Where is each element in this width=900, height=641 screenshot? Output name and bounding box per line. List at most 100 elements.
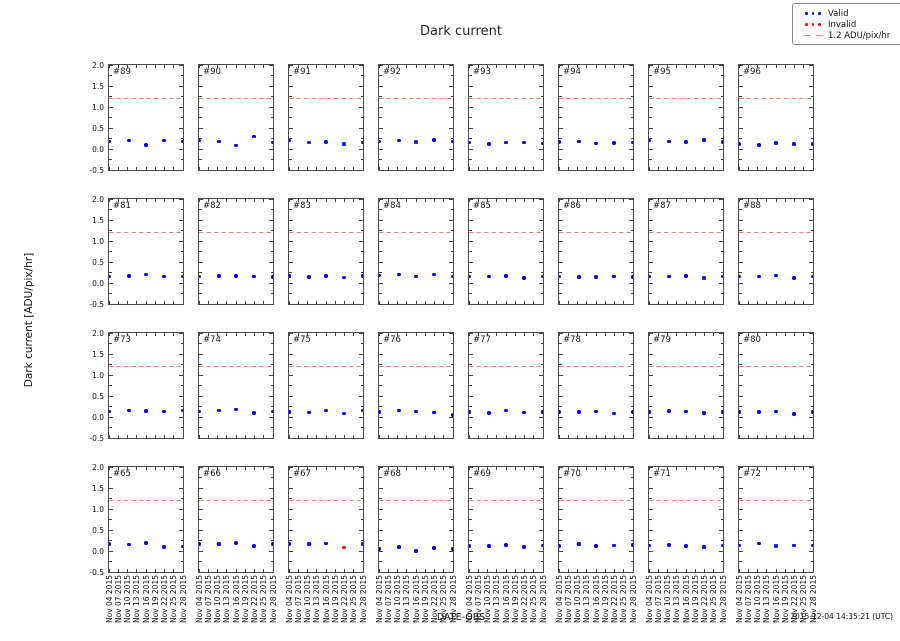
tick-mark [109,395,113,397]
tick-mark [649,374,653,376]
x-tick-label: Nov 07 2015 [203,575,213,624]
tick-mark [533,333,535,336]
tick-mark [630,364,633,365]
y-tick-label: -0.5 [89,165,104,175]
tick-mark [657,65,659,68]
tick-mark [180,117,183,118]
tick-mark [595,301,597,304]
x-tick-label: Nov 19 2015 [240,575,250,624]
valid-data-point [504,274,508,278]
tick-mark [657,569,659,572]
tick-mark [810,75,813,76]
tick-mark [109,333,113,334]
tick-mark [505,435,507,438]
tick-mark [199,487,203,489]
tick-mark [289,65,290,68]
tick-mark [747,435,749,438]
valid-data-point [144,409,148,413]
tick-mark [359,106,363,108]
tick-mark [109,117,112,118]
tick-mark [199,65,200,68]
tick-mark [809,127,813,129]
x-tick-label: Nov 04 2015 [194,575,204,624]
tick-mark [739,65,740,68]
tick-mark [387,569,389,572]
valid-data-point [541,410,543,414]
tick-mark [449,65,453,66]
tick-mark [719,106,723,108]
tick-mark [379,209,382,210]
tick-mark [449,282,453,284]
tick-mark [117,467,119,470]
tick-mark [542,301,543,304]
tick-mark [145,333,147,336]
tick-mark [199,230,202,231]
tick-mark [289,117,292,118]
tick-mark [559,435,560,438]
x-tick-label: Nov 07 2015 [743,575,753,624]
tick-mark [739,106,743,108]
tick-mark [604,167,606,170]
tick-mark [784,569,786,572]
y-tick-label: 0.0 [92,412,104,422]
tick-mark [379,293,382,294]
tick-mark [577,301,578,304]
tick-mark [325,301,327,304]
tick-mark [676,333,678,336]
subplot-label: #80 [743,335,761,345]
x-tick-label: Nov 28 2015 [448,575,458,624]
tick-mark [154,199,156,202]
tick-mark [199,477,202,478]
tick-mark [360,364,363,365]
tick-mark [630,293,633,294]
tick-mark [694,199,696,202]
valid-data-point [469,140,471,145]
tick-mark [397,435,398,438]
tick-mark [739,159,742,160]
tick-mark [379,561,382,562]
tick-mark [505,199,507,202]
tick-mark [477,199,479,202]
y-tick-label: 0.0 [92,278,104,288]
x-tick-label: Nov 25 2015 [529,575,539,624]
tick-mark [199,395,203,397]
tick-mark [810,519,813,520]
tick-mark [199,374,203,376]
tick-mark [595,167,597,170]
tick-mark [270,406,273,407]
tick-mark [657,333,659,336]
tick-mark [359,282,363,284]
tick-mark [477,333,479,336]
tick-mark [505,65,507,68]
tick-mark [577,167,578,170]
tick-mark [559,571,563,572]
tick-mark [559,261,563,263]
tick-mark [136,467,138,470]
tick-mark [109,240,113,242]
tick-mark [269,571,273,572]
tick-mark [809,508,813,510]
tick-mark [539,374,543,376]
x-tick-label: Nov 07 2015 [563,575,573,624]
valid-data-point [307,542,311,547]
tick-mark [630,540,633,541]
tick-mark [334,569,336,572]
tick-mark [449,550,453,552]
tick-mark [784,435,786,438]
tick-mark [487,65,488,68]
tick-mark [235,467,237,470]
tick-mark [449,508,453,510]
tick-mark [207,301,209,304]
tick-mark [199,106,203,108]
tick-mark [649,561,652,562]
tick-mark [667,435,668,438]
tick-mark [254,467,255,470]
valid-data-point [181,139,183,144]
tick-mark [739,333,743,334]
tick-mark [379,240,383,242]
tick-mark [379,303,383,304]
tick-mark [379,127,383,129]
tick-mark [450,427,453,428]
x-tick-label: Nov 13 2015 [132,575,142,624]
tick-mark [360,159,363,160]
